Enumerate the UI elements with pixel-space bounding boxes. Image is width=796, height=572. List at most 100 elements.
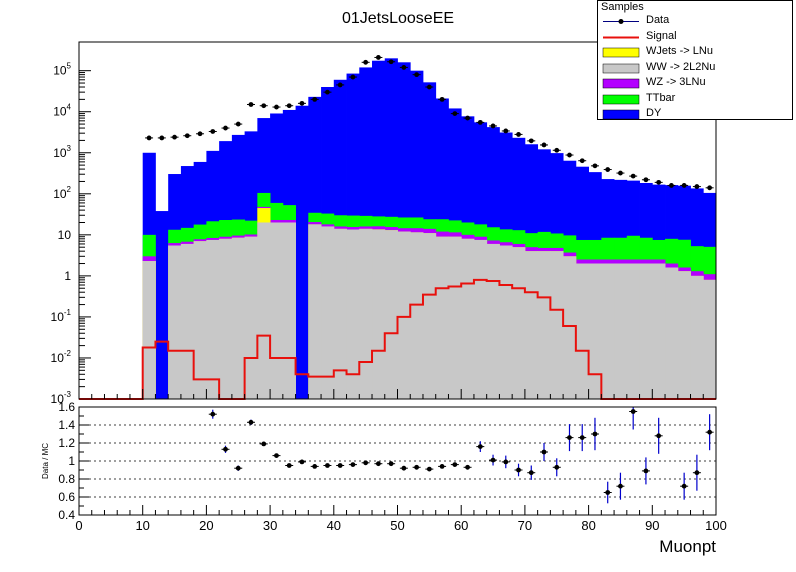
ratio-y-tick-label: 1 <box>68 454 75 468</box>
data-point <box>541 142 547 148</box>
ratio-point <box>707 429 713 435</box>
ratio-point <box>388 461 394 467</box>
legend-item-wjets-lnu: WJets -> LNu <box>598 45 794 60</box>
x-tick-label: 90 <box>645 518 659 533</box>
ratio-point <box>452 462 458 467</box>
ratio-point <box>312 464 318 469</box>
data-point <box>261 103 267 109</box>
data-point <box>337 82 343 88</box>
ratio-point <box>503 459 509 465</box>
data-point <box>592 163 598 169</box>
ratio-point <box>465 464 470 470</box>
data-point <box>401 65 407 70</box>
bar-ww-2l2nu-40 <box>588 263 602 399</box>
bar-ww-2l2nu-20 <box>333 228 347 399</box>
ratio-point <box>274 453 279 458</box>
data-point <box>274 104 279 110</box>
bar-ww-2l2nu-19 <box>321 226 335 399</box>
bar-ww-2l2nu-48 <box>690 275 704 399</box>
bar-ww-2l2nu-37 <box>550 251 564 399</box>
data-point <box>630 173 636 179</box>
legend-item-ttbar: TTbar <box>598 92 794 107</box>
legend-label: WJets -> LNu <box>646 45 713 57</box>
bar-ww-2l2nu-46 <box>665 267 679 399</box>
bar-ww-2l2nu-49 <box>703 279 717 399</box>
bar-ww-2l2nu-8 <box>180 243 195 399</box>
legend-item-ww-2l2nu: WW -> 2L2Nu <box>598 61 794 76</box>
bar-ww-2l2nu-28 <box>435 236 449 399</box>
bar-ww-2l2nu-7 <box>168 245 182 399</box>
bar-ww-2l2nu-29 <box>448 236 462 399</box>
data-point <box>465 115 470 121</box>
data-points <box>145 55 714 191</box>
x-tick-label: 60 <box>454 518 468 533</box>
y-tick-label: 105 <box>53 62 71 78</box>
legend-swatch-icon <box>602 78 640 89</box>
ratio-point <box>286 463 292 468</box>
ratio-points <box>208 407 714 504</box>
data-point <box>503 128 509 134</box>
legend-label: Data <box>646 14 670 26</box>
data-point <box>452 111 458 117</box>
bar-dy-6 <box>155 211 169 399</box>
data-point <box>375 55 381 60</box>
legend-swatch-icon <box>603 36 639 38</box>
x-tick-label: 50 <box>390 518 404 533</box>
ratio-y-tick-label: 1.2 <box>58 436 75 450</box>
bar-ww-2l2nu-24 <box>384 230 398 399</box>
bar-ww-2l2nu-9 <box>193 241 207 399</box>
ratio-point <box>579 435 585 440</box>
ratio-point <box>248 419 254 425</box>
bar-ww-2l2nu-45 <box>652 263 666 399</box>
data-point <box>528 138 534 144</box>
ratio-point <box>618 483 623 489</box>
data-point <box>248 102 254 107</box>
ratio-point <box>337 463 343 468</box>
legend-item-dy: DY <box>598 107 794 122</box>
ratio-point <box>541 449 547 455</box>
data-point <box>516 132 521 137</box>
bar-ww-2l2nu-16 <box>282 222 296 399</box>
x-tick-label: 20 <box>199 518 213 533</box>
data-point <box>172 134 177 140</box>
bar-ww-2l2nu-38 <box>563 256 577 399</box>
bar-ww-2l2nu-33 <box>499 245 513 399</box>
y-tick-label: 104 <box>53 103 71 119</box>
data-point <box>286 103 292 109</box>
data-point <box>426 84 432 90</box>
x-tick-label: 100 <box>705 518 727 533</box>
legend-label: WW -> 2L2Nu <box>646 60 716 73</box>
bar-ww-2l2nu-32 <box>486 243 500 399</box>
legend-item-data: Data <box>598 14 794 29</box>
data-point <box>707 185 713 191</box>
data-point <box>490 123 496 129</box>
x-tick-label: 30 <box>263 518 277 533</box>
ratio-point <box>299 459 305 465</box>
data-point <box>477 119 483 125</box>
data-point <box>643 177 649 183</box>
legend-item-wz-3lnu: WZ -> 3LNu <box>598 76 794 91</box>
x-axis-label: Muonpt <box>659 537 716 556</box>
data-point <box>325 89 330 95</box>
data-point <box>681 183 687 188</box>
x-tick-label: 10 <box>135 518 149 533</box>
chart-title: 01JetsLooseEE <box>342 10 454 27</box>
signal-line <box>79 278 716 400</box>
bar-ww-2l2nu-36 <box>537 251 551 399</box>
ratio-point <box>554 464 560 470</box>
data-point <box>184 133 190 139</box>
ratio-point <box>363 460 369 466</box>
bar-ww-2l2nu-5 <box>142 261 156 399</box>
bar-ww-2l2nu-30 <box>461 238 475 399</box>
signal-step-line <box>79 278 716 400</box>
y-tick-label: 103 <box>53 144 71 160</box>
bar-ww-2l2nu-11 <box>219 238 233 399</box>
bar-ww-2l2nu-25 <box>397 231 411 399</box>
ratio-point <box>656 433 662 439</box>
main-histogram-stack <box>142 58 717 400</box>
legend-label: WZ -> 3LNu <box>646 76 706 88</box>
data-point <box>567 152 572 158</box>
legend-swatch-icon <box>602 109 640 120</box>
data-point <box>223 125 228 131</box>
legend: Samples Data Signal WJets -> LNu WW -> 2L2N… <box>597 0 793 120</box>
